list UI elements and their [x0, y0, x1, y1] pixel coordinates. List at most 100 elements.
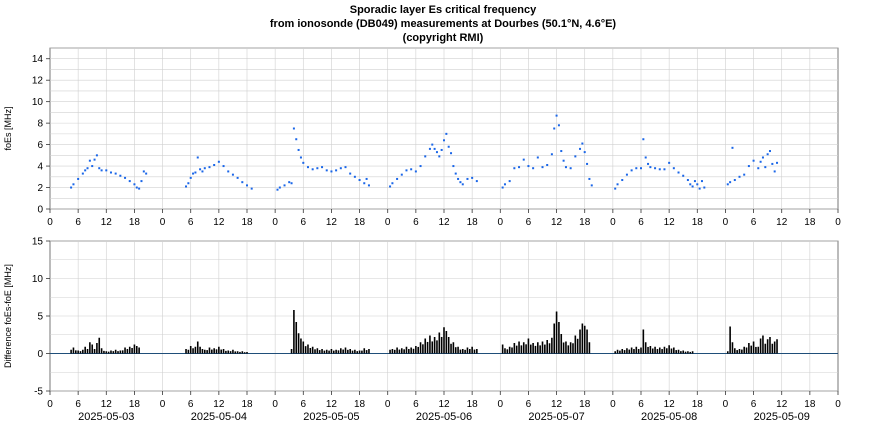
data-point — [227, 170, 230, 173]
data-point — [297, 148, 300, 151]
x-tick-label: 12 — [776, 217, 788, 228]
bar — [623, 350, 626, 354]
data-point — [700, 180, 703, 183]
data-point — [621, 179, 624, 182]
bar — [454, 347, 457, 354]
bar — [335, 349, 337, 354]
y-tick-label: 4 — [37, 162, 43, 173]
bar — [225, 350, 227, 354]
x-tick-label: 6 — [751, 217, 757, 228]
bar — [337, 350, 340, 354]
bar — [773, 341, 776, 354]
bar — [396, 347, 398, 354]
data-point — [752, 159, 755, 162]
date-label: 2025-05-09 — [754, 411, 810, 423]
bar — [748, 343, 750, 354]
foes-panel: 0 2 4 6 8 10 12 14 0 6 12 18 0 6 12 18 0 6 12 18 0 6 12 18 0 6 12 1… — [3, 47, 841, 228]
chart-title-line-3: (copyright RMI) — [402, 32, 484, 44]
bar — [476, 349, 478, 354]
bar — [680, 351, 682, 354]
bar — [330, 349, 333, 354]
data-point — [768, 150, 771, 153]
bar — [682, 350, 685, 354]
data-point — [452, 165, 455, 168]
data-point — [696, 183, 699, 186]
data-point — [564, 166, 567, 169]
bar — [537, 342, 539, 354]
bar — [304, 346, 307, 354]
data-point — [128, 180, 131, 183]
bars-2025-05-06 — [389, 327, 478, 354]
data-point — [647, 162, 650, 165]
y-tick-label: 15 — [32, 237, 44, 248]
bar — [527, 338, 530, 354]
bar — [525, 344, 527, 354]
data-point — [72, 183, 75, 186]
bar — [79, 351, 82, 354]
bar — [213, 348, 215, 354]
bar — [764, 343, 767, 354]
x-tick-label: 0 — [47, 399, 53, 410]
data-point — [400, 173, 403, 176]
y-tick-label: 5 — [37, 312, 43, 323]
bar — [745, 347, 748, 354]
bar — [729, 326, 731, 354]
bar — [541, 341, 544, 354]
bar — [630, 347, 633, 354]
bar — [368, 349, 370, 354]
data-point — [433, 147, 436, 150]
bar — [389, 349, 391, 354]
bar — [466, 347, 469, 354]
data-point — [231, 173, 234, 176]
bar — [126, 349, 129, 354]
data-point — [747, 165, 750, 168]
bar — [771, 343, 774, 354]
x-tick-label: 12 — [551, 217, 563, 228]
bar — [311, 346, 314, 354]
bar — [438, 332, 441, 354]
data-point — [81, 172, 84, 175]
x-tick-label: 0 — [835, 217, 841, 228]
bar — [750, 345, 753, 354]
bar — [218, 346, 220, 354]
data-point — [290, 182, 293, 185]
data-point — [527, 165, 530, 168]
data-point — [358, 179, 361, 182]
bar — [513, 343, 516, 354]
data-point — [766, 153, 769, 156]
bar — [105, 351, 108, 354]
bars-2025-05-05 — [290, 310, 370, 354]
data-point — [410, 168, 413, 171]
bar — [431, 341, 434, 354]
bar — [738, 349, 741, 354]
data-point — [574, 155, 577, 158]
x-tick-label: 0 — [272, 217, 278, 228]
date-label: 2025-05-07 — [528, 411, 584, 423]
data-point — [513, 167, 516, 170]
data-point — [682, 174, 685, 177]
bar — [227, 350, 230, 354]
data-point — [335, 169, 338, 172]
bar — [546, 340, 548, 354]
x-tick-label: 0 — [723, 217, 729, 228]
bar — [440, 336, 443, 354]
bar — [199, 346, 201, 354]
series-2025-05-04 — [185, 156, 253, 190]
bar — [332, 350, 335, 354]
bar — [691, 351, 694, 354]
x-tick-label: 18 — [129, 399, 141, 410]
bar — [131, 347, 133, 354]
bar — [614, 351, 617, 354]
data-point — [311, 168, 314, 171]
date-label: 2025-05-08 — [641, 411, 697, 423]
bar — [206, 350, 208, 354]
x-tick-label: 12 — [101, 399, 113, 410]
bar — [522, 342, 525, 354]
bar — [555, 311, 558, 354]
data-point — [586, 162, 589, 165]
bar — [464, 349, 466, 354]
data-point — [295, 138, 298, 141]
bar — [447, 337, 450, 354]
data-point — [91, 165, 94, 168]
data-point — [475, 180, 478, 183]
